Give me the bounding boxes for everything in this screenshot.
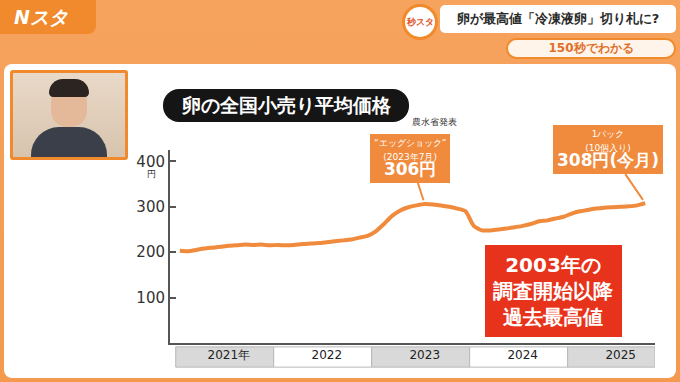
html-text:農水省発表: 農水省発表	[412, 117, 457, 127]
html-text:秒スタ: 秒スタ	[406, 17, 434, 27]
svg-text:2023: 2023	[409, 348, 440, 362]
svg-text:400: 400	[136, 153, 165, 171]
svg-text:2003年の調査開始以降過去最高値: 2003年の調査開始以降過去最高値	[493, 253, 614, 329]
svg-text:円: 円	[147, 169, 156, 179]
svg-text:100: 100	[136, 289, 165, 307]
svg-text:2021年: 2021年	[208, 348, 251, 362]
html-text:卵の全国小売り平均価格: 卵の全国小売り平均価格	[181, 94, 391, 116]
svg-text:“エッグショック”(2023年7月)306円: “エッグショック”(2023年7月)306円	[374, 138, 446, 179]
svg-text:200: 200	[136, 243, 165, 261]
html-text:150秒でわかる: 150秒でわかる	[548, 41, 634, 55]
svg-text:300: 300	[136, 198, 165, 216]
svg-text:2022: 2022	[311, 348, 342, 362]
html-text:Nスタ: Nスタ	[14, 6, 68, 28]
svg-text:2024: 2024	[507, 348, 538, 362]
html-text:卵が最高値「冷凍液卵」切り札に?: 卵が最高値「冷凍液卵」切り札に?	[456, 11, 660, 26]
svg-text:1パック(10個入り)308円(今月): 1パック(10個入り)308円(今月)	[557, 129, 659, 170]
svg-text:2025: 2025	[605, 348, 636, 362]
